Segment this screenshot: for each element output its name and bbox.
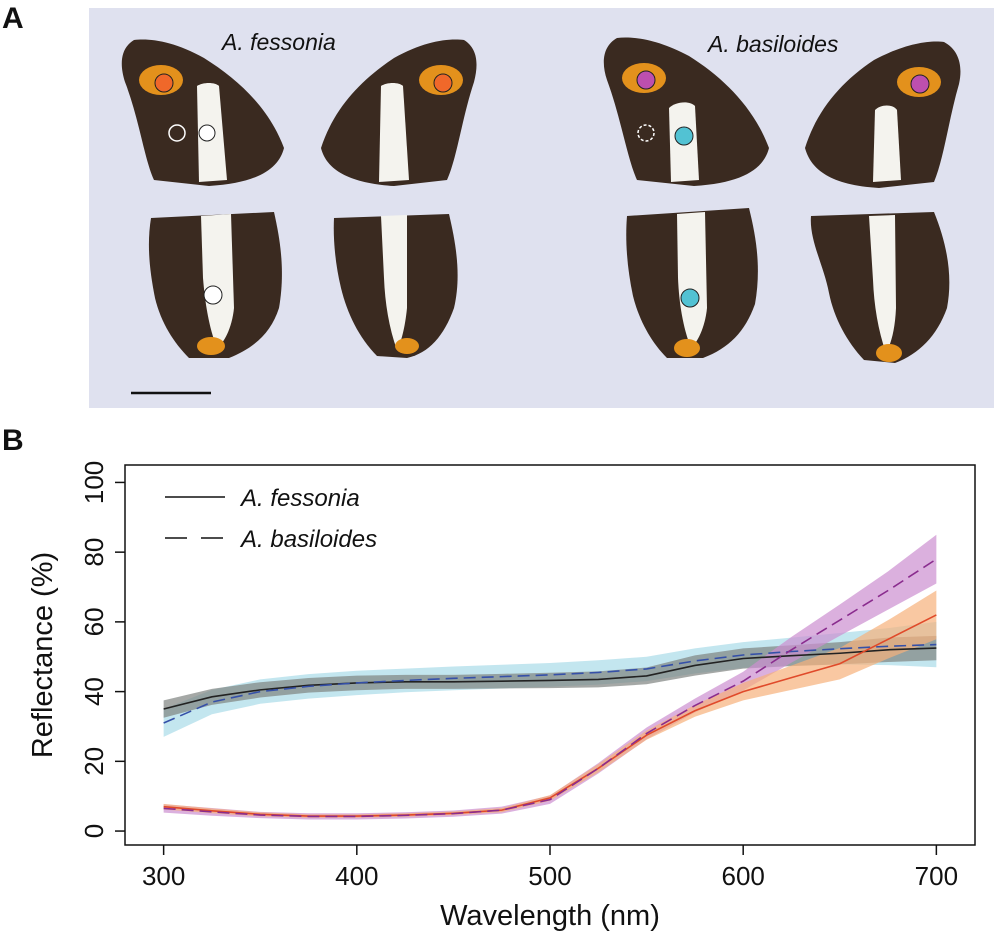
y-axis: 0 20 40 60 80 100 <box>79 461 125 838</box>
fessonia-white-marker <box>198 124 216 142</box>
panel-a-label: A <box>2 2 24 35</box>
x-tick-label: 700 <box>915 861 958 891</box>
fessonia-orange-marker <box>154 73 174 93</box>
confidence-band <box>163 635 937 718</box>
fessonia-forewing-right <box>321 39 477 186</box>
fessonia-forewing-left <box>121 39 284 186</box>
basiloides-ring-marker <box>637 124 655 142</box>
y-tick-label: 60 <box>79 607 109 636</box>
basiloides-magenta-marker-ventral <box>910 74 930 94</box>
series-line <box>163 643 937 724</box>
x-tick-label: 600 <box>721 861 764 891</box>
x-tick-label: 300 <box>142 861 185 891</box>
series-line <box>163 647 937 710</box>
fessonia-hindwing-right <box>333 214 458 358</box>
fessonia-orange-marker-ventral <box>433 73 453 93</box>
x-axis: 300 400 500 600 700 <box>142 845 958 891</box>
legend-label: A. basiloides <box>239 526 377 553</box>
y-axis-label: Reflectance (%) <box>27 552 59 758</box>
basiloides-forewing-right <box>805 41 961 188</box>
species-label-basiloides: A. basiloides <box>706 31 839 57</box>
x-tick-label: 400 <box>335 861 378 891</box>
legend: A. fessonia A. basiloides <box>165 485 377 553</box>
panel-b-label: B <box>2 424 24 457</box>
y-tick-label: 100 <box>79 461 109 504</box>
y-tick-label: 40 <box>79 677 109 706</box>
fessonia-ring-marker <box>168 124 186 142</box>
series-lines <box>163 558 937 818</box>
fessonia-hindwing-marker <box>203 285 223 305</box>
reflectance-chart: 300 400 500 600 700 0 20 40 60 80 100 Wavelength … <box>27 461 976 932</box>
basiloides-forewing-left <box>603 37 769 186</box>
y-tick-label: 80 <box>79 538 109 567</box>
legend-label: A. fessonia <box>239 485 360 512</box>
butterfly-wings-photo: A. fessonia A. basiloides <box>89 8 994 408</box>
fessonia-hindwing-left <box>148 212 282 358</box>
y-tick-label: 0 <box>79 824 109 838</box>
x-axis-label: Wavelength (nm) <box>440 900 660 932</box>
basiloides-cyan-marker <box>674 126 694 146</box>
confidence-bands <box>163 534 937 820</box>
species-label-fessonia: A. fessonia <box>220 29 336 55</box>
x-tick-label: 500 <box>528 861 571 891</box>
basiloides-hindwing-right <box>810 212 950 363</box>
basiloides-magenta-marker <box>636 70 656 90</box>
y-tick-label: 20 <box>79 747 109 776</box>
basiloides-hindwing-left <box>626 208 758 358</box>
series-line <box>163 558 937 818</box>
basiloides-hindwing-marker <box>680 288 700 308</box>
